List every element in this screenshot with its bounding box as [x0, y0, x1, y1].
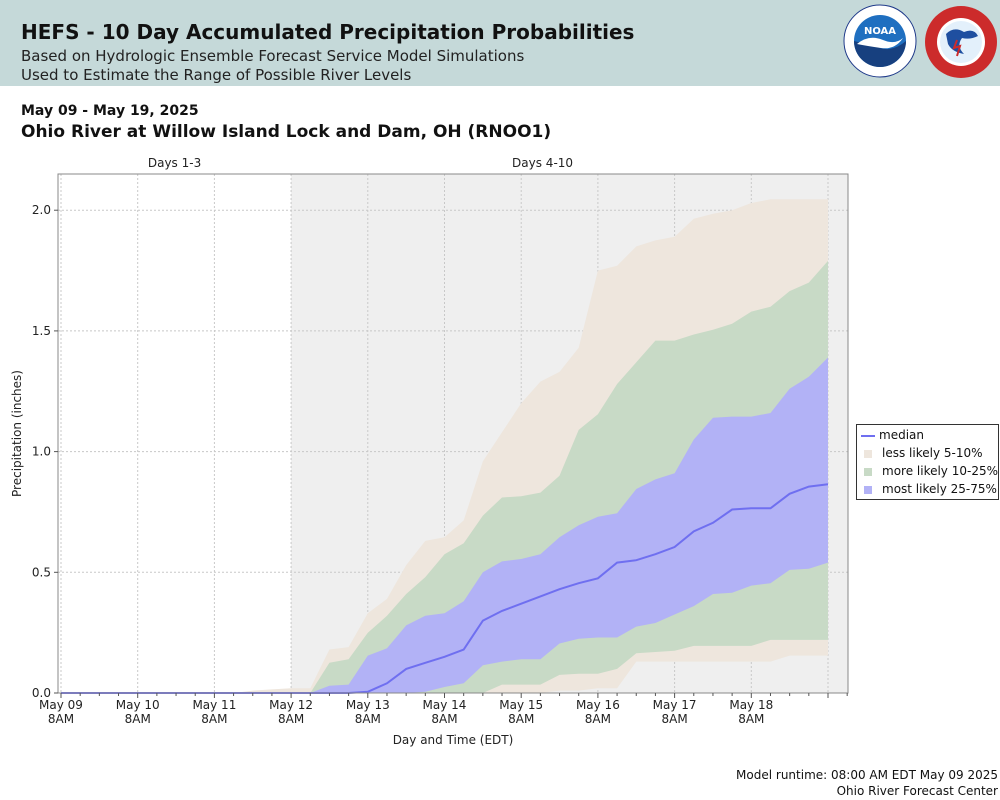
legend-swatch-5-10 [864, 449, 872, 458]
period-label-days-1-3: Days 1-3 [148, 156, 201, 170]
legend-item-10-25: more likely 10-25% [861, 464, 998, 478]
legend-item-median: median [861, 428, 924, 442]
legend-swatch-25-75 [864, 485, 872, 494]
y-axis: 0.0 0.5 1.0 1.5 2.0 [32, 203, 58, 700]
x-tick-time-label: 8AM [355, 712, 381, 726]
legend-label-median: median [879, 428, 924, 442]
x-tick-day-label: May 10 [116, 698, 160, 712]
x-tick-time-label: 8AM [48, 712, 74, 726]
page-subtitle-2: Used to Estimate the Range of Possible R… [21, 66, 412, 84]
y-axis-label: Precipitation (inches) [10, 370, 24, 497]
legend-item-25-75: most likely 25-75% [861, 482, 997, 496]
x-tick-day-label: May 12 [269, 698, 313, 712]
x-tick-day-label: May 18 [729, 698, 773, 712]
x-axis-label: Day and Time (EDT) [393, 733, 514, 747]
y-tick-label: 1.5 [32, 324, 51, 338]
x-tick-time-label: 8AM [585, 712, 611, 726]
x-tick-day-label: May 15 [499, 698, 543, 712]
station-name: Ohio River at Willow Island Lock and Dam… [21, 122, 552, 142]
y-tick-label: 0.0 [32, 686, 51, 700]
y-tick-label: 1.0 [32, 445, 51, 459]
chart-legend: median less likely 5-10% more likely 10-… [856, 424, 999, 500]
probability-bands [61, 199, 828, 694]
legend-swatch-median [861, 434, 875, 437]
x-tick-day-label: May 16 [576, 698, 620, 712]
x-tick-time-label: 8AM [125, 712, 151, 726]
y-tick-label: 0.5 [32, 565, 51, 579]
legend-label-5-10: less likely 5-10% [882, 446, 983, 460]
x-tick-time-label: 8AM [201, 712, 227, 726]
date-range: May 09 - May 19, 2025 [21, 103, 199, 119]
nws-logo [925, 6, 997, 78]
forecast-center: Ohio River Forecast Center [836, 784, 998, 798]
plot-frame [57, 173, 849, 694]
legend-label-10-25: more likely 10-25% [882, 464, 998, 478]
noaa-logo-text: NOAA [864, 26, 896, 37]
x-tick-day-label: May 11 [192, 698, 236, 712]
page-subtitle-1: Based on Hydrologic Ensemble Forecast Se… [21, 47, 525, 65]
x-tick-day-label: May 14 [423, 698, 467, 712]
model-runtime: Model runtime: 08:00 AM EDT May 09 2025 [736, 768, 998, 782]
legend-label-25-75: most likely 25-75% [882, 482, 997, 496]
x-tick-day-label: May 09 [39, 698, 83, 712]
legend-swatch-10-25 [864, 467, 872, 476]
legend-item-5-10: less likely 5-10% [861, 446, 983, 460]
x-tick-time-label: 8AM [278, 712, 304, 726]
header-banner: HEFS - 10 Day Accumulated Precipitation … [0, 0, 1000, 86]
period-label-days-4-10: Days 4-10 [512, 156, 573, 170]
x-tick-time-label: 8AM [661, 712, 687, 726]
x-tick-day-label: May 17 [653, 698, 697, 712]
x-tick-day-label: May 13 [346, 698, 390, 712]
x-tick-time-label: 8AM [738, 712, 764, 726]
page-title: HEFS - 10 Day Accumulated Precipitation … [21, 20, 635, 44]
noaa-logo: NOAA [843, 4, 917, 78]
band-25-75 [61, 357, 828, 693]
x-tick-time-label: 8AM [431, 712, 457, 726]
y-tick-label: 2.0 [32, 203, 51, 217]
x-tick-time-label: 8AM [508, 712, 534, 726]
